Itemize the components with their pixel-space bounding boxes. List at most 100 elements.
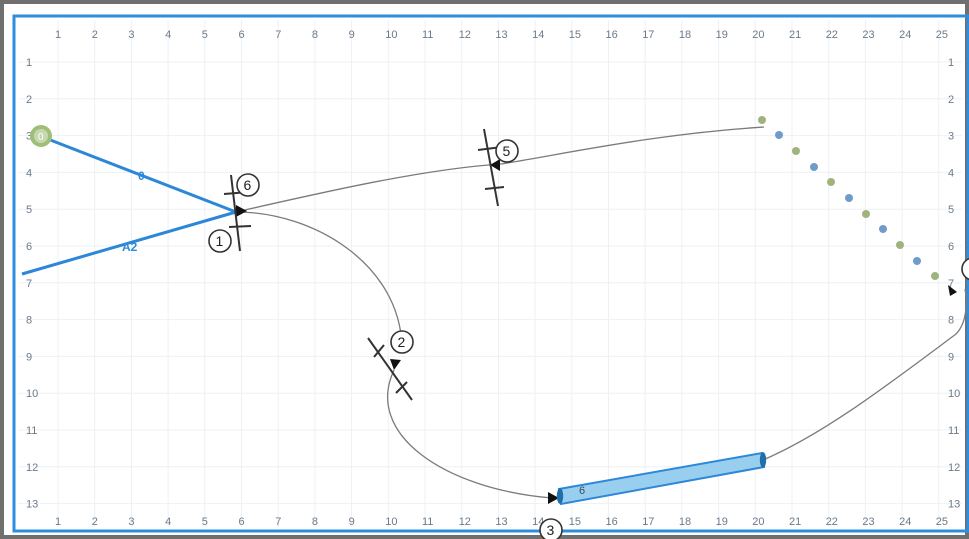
arrow-pipe [548, 492, 559, 504]
top-ruler-label: 23 [862, 29, 874, 41]
right-ruler-label: 8 [948, 315, 954, 327]
right-ruler-label: 2 [948, 94, 954, 106]
bottom-ruler-label: 7 [275, 516, 281, 528]
top-ruler-label: 15 [569, 29, 581, 41]
pipe-label: 6 [579, 485, 585, 497]
bottom-ruler-label: 9 [349, 516, 355, 528]
bottom-ruler-label: 12 [459, 516, 471, 528]
top-ruler-label: 11 [422, 29, 433, 41]
arrow-node-1 [236, 205, 247, 217]
bottom-ruler-label: 11 [422, 516, 433, 528]
top-ruler-label: 22 [826, 29, 838, 41]
bottom-ruler-label: 20 [752, 516, 764, 528]
bottom-ruler-label: 8 [312, 516, 318, 528]
node-3-label: 3 [547, 522, 555, 538]
right-ruler-label: 11 [948, 425, 959, 437]
node-6[interactable]: 6 [236, 173, 260, 197]
diagram-background [14, 14, 962, 532]
node-1-label: 1 [216, 233, 224, 249]
top-ruler: 1 2 3 4 5 6 7 8 9 10 11 12 13 14 15 16 17 18 19 20 21 22 23 24 2… [55, 29, 948, 41]
start-marker-inner [34, 129, 48, 143]
node-3[interactable]: 3 [539, 518, 563, 539]
node-2-label: 2 [398, 334, 406, 350]
left-ruler-label: 4 [26, 167, 32, 179]
top-ruler-label: 12 [459, 29, 471, 41]
right-ruler-label: 1 [948, 57, 954, 69]
arrow-right [948, 285, 957, 296]
bottom-ruler-label: 4 [165, 516, 171, 528]
blue-connector-upper[interactable] [39, 134, 237, 214]
bottom-ruler-label: 2 [92, 516, 98, 528]
right-ruler-label: 13 [948, 499, 960, 511]
left-ruler-label: 8 [26, 315, 32, 327]
left-ruler-label: 1 [26, 57, 32, 69]
left-ruler-label: 2 [26, 94, 32, 106]
top-ruler-label: 6 [239, 29, 245, 41]
right-edge-node[interactable] [961, 257, 969, 281]
left-ruler-label: 9 [26, 351, 32, 363]
bottom-ruler-label: 15 [569, 516, 581, 528]
bottom-ruler-label: 13 [495, 516, 507, 528]
top-ruler-label: 3 [128, 29, 134, 41]
top-ruler-label: 17 [642, 29, 654, 41]
path-left-down[interactable] [235, 211, 403, 347]
left-ruler-label: 10 [26, 388, 38, 400]
start-marker-label: 0 [38, 132, 44, 143]
top-ruler-label: 25 [936, 29, 948, 41]
bottom-ruler-label: 19 [716, 516, 728, 528]
bottom-ruler-label: 22 [826, 516, 838, 528]
left-ruler-label: 13 [26, 499, 38, 511]
right-ruler-label: 7 [948, 278, 954, 290]
node-2[interactable]: 2 [390, 330, 414, 354]
pipe-segment[interactable]: 6 [556, 451, 767, 506]
top-ruler-label: 18 [679, 29, 691, 41]
top-ruler-label: 21 [789, 29, 801, 41]
top-ruler-label: 20 [752, 29, 764, 41]
top-ruler-label: 1 [55, 29, 61, 41]
top-ruler-label: 13 [495, 29, 507, 41]
top-ruler-label: 5 [202, 29, 208, 41]
bottom-ruler-label: 3 [128, 516, 134, 528]
right-ruler-label: 3 [948, 131, 954, 143]
bottom-ruler-label: 6 [239, 516, 245, 528]
right-ruler-label: 6 [948, 241, 954, 253]
left-ruler-label: 11 [26, 425, 37, 437]
top-ruler-label: 24 [899, 29, 911, 41]
bottom-ruler-label: 18 [679, 516, 691, 528]
dotted-route [758, 116, 939, 280]
path-top[interactable] [235, 126, 765, 213]
lower-line-label: A2 [122, 240, 138, 254]
blue-connector-lower[interactable] [21, 210, 237, 276]
grid [18, 20, 962, 527]
top-ruler-label: 4 [165, 29, 171, 41]
top-ruler-label: 14 [532, 29, 544, 41]
bottom-ruler-label: 5 [202, 516, 208, 528]
node-5[interactable]: 5 [495, 139, 519, 163]
bottom-ruler-label: 10 [385, 516, 397, 528]
node-6-label: 6 [244, 177, 252, 193]
path-right-up[interactable] [762, 288, 967, 461]
right-ruler-label: 4 [948, 167, 954, 179]
arrow-node-2 [390, 359, 401, 370]
upper-line-label: 0 [138, 169, 145, 183]
left-ruler-label: 7 [26, 278, 32, 290]
right-ruler-label: 5 [948, 204, 954, 216]
bottom-ruler-label: 17 [642, 516, 654, 528]
left-ruler-label: 3 [26, 131, 32, 143]
node-1[interactable]: 1 [208, 229, 232, 253]
right-ruler-label: 12 [948, 462, 960, 474]
arrow-node-5 [490, 159, 500, 171]
right-ruler-label: 10 [948, 388, 960, 400]
bottom-ruler-label: 24 [899, 516, 911, 528]
crossing-tick-c [367, 337, 413, 401]
node-5-label: 5 [503, 143, 511, 159]
network-diagram[interactable]: 1 2 3 4 5 6 7 8 9 10 11 12 13 14 15 16 17 18 19 20 21 22 23 24 2… [4, 4, 969, 539]
path-bottom-left[interactable] [387, 369, 553, 499]
bottom-ruler-label: 1 [55, 516, 61, 528]
bottom-ruler-label: 23 [862, 516, 874, 528]
top-ruler-label: 19 [716, 29, 728, 41]
left-ruler-label: 5 [26, 204, 32, 216]
